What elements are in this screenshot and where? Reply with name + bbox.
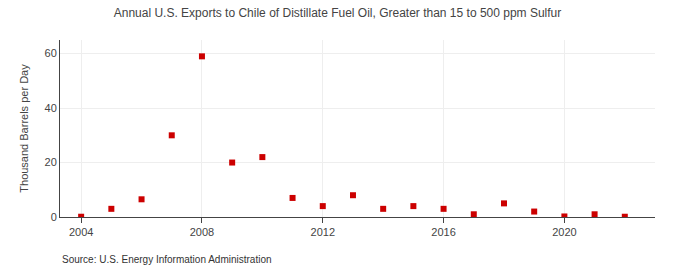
svg-text:2008: 2008: [190, 226, 214, 238]
svg-text:2012: 2012: [311, 226, 335, 238]
svg-text:2016: 2016: [431, 226, 455, 238]
svg-text:40: 40: [45, 102, 57, 114]
svg-text:2004: 2004: [69, 226, 93, 238]
svg-text:Thousand Barrels per Day: Thousand Barrels per Day: [18, 64, 30, 193]
svg-text:0: 0: [51, 211, 57, 223]
svg-text:60: 60: [45, 47, 57, 59]
svg-text:Source: U.S. Energy Informatio: Source: U.S. Energy Information Administ…: [62, 254, 272, 265]
svg-text:2020: 2020: [552, 226, 576, 238]
svg-text:Annual U.S. Exports to Chile o: Annual U.S. Exports to Chile of Distilla…: [114, 6, 562, 20]
svg-text:20: 20: [45, 156, 57, 168]
